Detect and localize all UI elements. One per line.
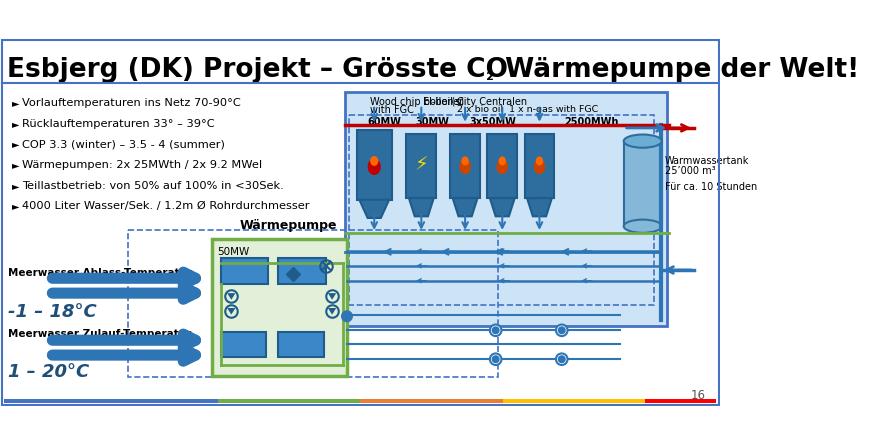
Text: Für ca. 10 Stunden: Für ca. 10 Stunden (665, 182, 757, 192)
Text: Wärmepumpen: 2x 25MWth / 2x 9.2 MWel: Wärmepumpen: 2x 25MWth / 2x 9.2 MWel (23, 160, 262, 170)
Ellipse shape (558, 356, 565, 363)
FancyBboxPatch shape (487, 134, 517, 198)
Text: Rücklauftemperaturen 33° – 39°C: Rücklauftemperaturen 33° – 39°C (23, 119, 215, 129)
Text: ►: ► (11, 119, 19, 129)
Text: 4000 Liter Wasser/Sek. / 1.2m Ø Rohrdurchmesser: 4000 Liter Wasser/Sek. / 1.2m Ø Rohrdurc… (23, 202, 310, 211)
FancyBboxPatch shape (450, 134, 480, 198)
Text: 16: 16 (691, 389, 705, 402)
Ellipse shape (490, 324, 501, 336)
Text: COP 3.3 (winter) – 3.5 - 4 (summer): COP 3.3 (winter) – 3.5 - 4 (summer) (23, 139, 225, 150)
Polygon shape (453, 198, 478, 216)
Ellipse shape (496, 159, 508, 174)
Ellipse shape (556, 324, 568, 336)
Text: Meerwasser Zulauf-Temperatur: Meerwasser Zulauf-Temperatur (8, 329, 192, 340)
Text: Vorlauftemperaturen ins Netz 70-90°C: Vorlauftemperaturen ins Netz 70-90°C (23, 98, 241, 108)
FancyBboxPatch shape (345, 92, 667, 326)
Text: 30MW: 30MW (416, 117, 449, 127)
Text: Teillastbetrieb: von 50% auf 100% in <30Sek.: Teillastbetrieb: von 50% auf 100% in <30… (23, 181, 284, 191)
Text: ►: ► (11, 98, 19, 108)
Polygon shape (328, 293, 337, 300)
Text: Wood chip boiler(s): Wood chip boiler(s) (370, 97, 464, 106)
FancyBboxPatch shape (357, 129, 392, 200)
Text: 50MW: 50MW (217, 247, 249, 257)
Ellipse shape (623, 134, 662, 148)
Text: 1 – 20°C: 1 – 20°C (8, 364, 90, 381)
Ellipse shape (493, 327, 499, 334)
Text: 25’000 m³: 25’000 m³ (665, 166, 716, 176)
Text: ⚡: ⚡ (414, 155, 428, 174)
Text: ₂: ₂ (486, 66, 494, 84)
Ellipse shape (535, 156, 543, 166)
Text: 2 x bio oil  1 x n-gas with FGC: 2 x bio oil 1 x n-gas with FGC (457, 105, 598, 114)
Text: Wärmepumpe: Wärmepumpe (240, 219, 337, 232)
Ellipse shape (556, 353, 568, 365)
Text: Wärmepumpe der Welt!: Wärmepumpe der Welt! (495, 57, 859, 83)
Text: with FGC: with FGC (370, 105, 414, 115)
Text: ►: ► (11, 181, 19, 191)
Polygon shape (527, 198, 552, 216)
FancyBboxPatch shape (146, 399, 218, 403)
FancyBboxPatch shape (278, 258, 326, 284)
Text: 3x50MW: 3x50MW (469, 117, 516, 127)
FancyBboxPatch shape (432, 399, 502, 403)
FancyBboxPatch shape (406, 134, 436, 198)
Ellipse shape (493, 356, 499, 363)
Text: Warmwassertank: Warmwassertank (665, 156, 749, 166)
FancyBboxPatch shape (360, 399, 432, 403)
Text: 60MW: 60MW (368, 117, 401, 127)
Polygon shape (328, 308, 337, 315)
Ellipse shape (342, 312, 352, 321)
FancyBboxPatch shape (221, 332, 266, 357)
Text: Esbjerg (DK) Projekt – Grösste CO: Esbjerg (DK) Projekt – Grösste CO (7, 57, 508, 83)
Text: Meerwasser Ablass-Temperatur: Meerwasser Ablass-Temperatur (8, 268, 193, 279)
Text: -1 – 18°C: -1 – 18°C (8, 303, 97, 321)
FancyBboxPatch shape (574, 399, 645, 403)
Polygon shape (490, 198, 514, 216)
Text: El-boiler: El-boiler (423, 97, 463, 106)
Text: ►: ► (11, 139, 19, 150)
Polygon shape (409, 198, 433, 216)
Ellipse shape (534, 159, 545, 174)
Ellipse shape (499, 156, 506, 166)
FancyBboxPatch shape (525, 134, 555, 198)
Text: City Centralen: City Centralen (457, 97, 527, 106)
FancyBboxPatch shape (212, 239, 347, 376)
Ellipse shape (490, 353, 501, 365)
Ellipse shape (370, 156, 378, 166)
FancyBboxPatch shape (218, 399, 289, 403)
Polygon shape (228, 293, 235, 300)
Polygon shape (359, 200, 389, 218)
Text: 2500MWh: 2500MWh (564, 117, 618, 127)
FancyBboxPatch shape (623, 141, 662, 226)
FancyBboxPatch shape (645, 399, 716, 403)
Ellipse shape (461, 156, 469, 166)
Polygon shape (228, 308, 235, 315)
Text: ►: ► (11, 202, 19, 211)
FancyBboxPatch shape (502, 399, 574, 403)
Ellipse shape (623, 220, 662, 233)
FancyBboxPatch shape (4, 399, 75, 403)
FancyBboxPatch shape (278, 332, 324, 357)
Ellipse shape (460, 159, 471, 174)
Ellipse shape (368, 158, 381, 175)
FancyBboxPatch shape (75, 399, 146, 403)
Ellipse shape (558, 327, 565, 334)
FancyBboxPatch shape (289, 399, 360, 403)
FancyBboxPatch shape (221, 258, 269, 284)
Text: ►: ► (11, 160, 19, 170)
